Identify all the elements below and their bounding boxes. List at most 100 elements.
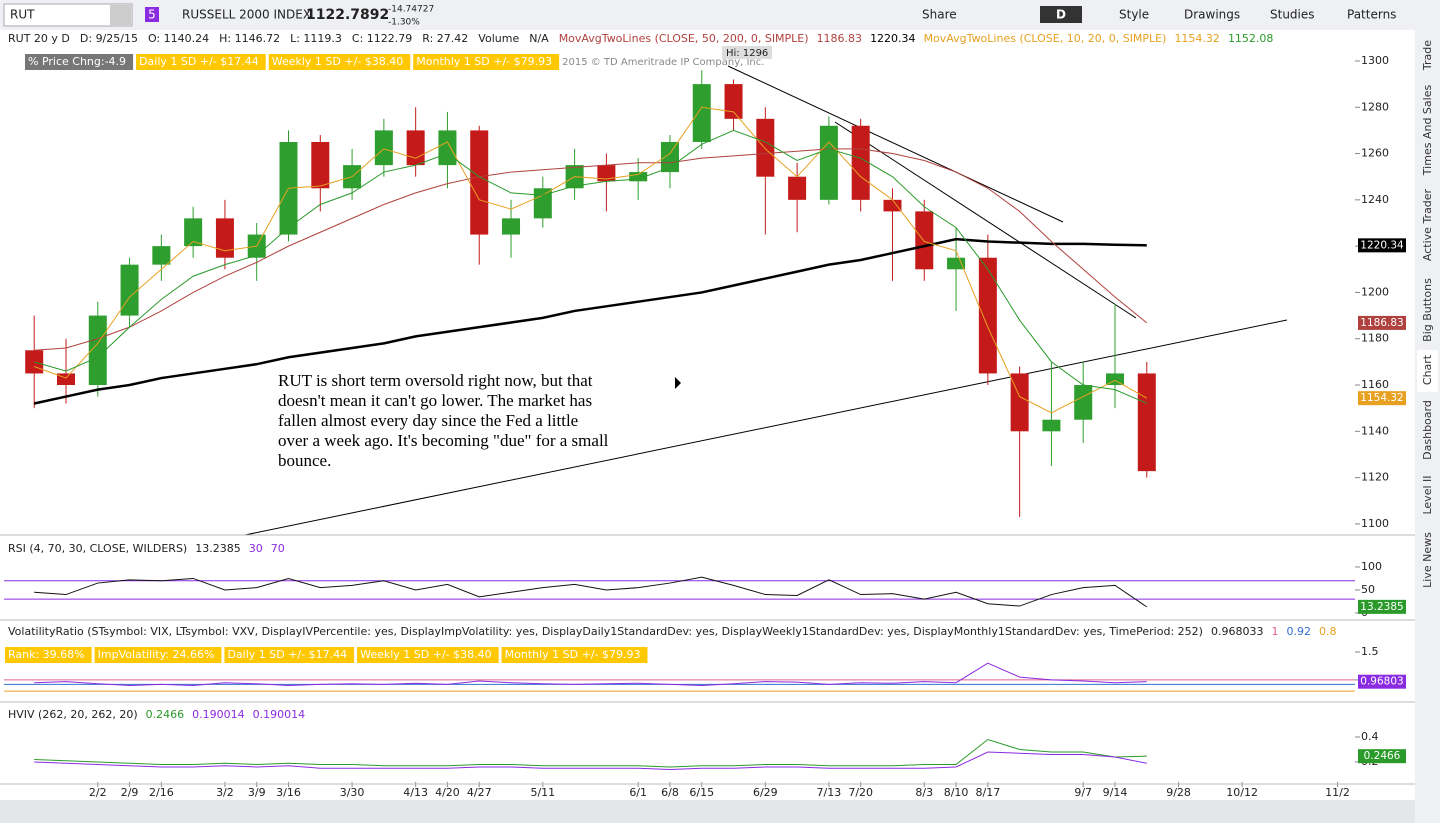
series-line <box>34 129 1147 404</box>
symbol-box[interactable] <box>3 3 133 27</box>
period-box[interactable] <box>1040 6 1082 23</box>
series-line <box>33 237 1147 405</box>
y-tick-label: 50 <box>1361 583 1375 596</box>
value-tag-label: 1154.32 <box>1360 392 1403 404</box>
side-tab[interactable]: Live News <box>1421 532 1434 588</box>
info-bubble <box>136 54 266 70</box>
badge-text: 5 <box>148 8 156 22</box>
value-tag <box>1358 674 1406 689</box>
side-tab[interactable]: Active Trader <box>1421 188 1434 261</box>
candle-body <box>883 199 902 212</box>
study-label: HVIV (262, 20, 262, 20) <box>8 708 138 721</box>
value-tag <box>1358 238 1406 253</box>
side-tab[interactable]: Dashboard <box>1421 400 1434 460</box>
badge <box>145 7 159 22</box>
value-tag-label: 1220.34 <box>1360 239 1404 251</box>
info-bubble-text: % Price Chng:-4.9 <box>28 55 126 68</box>
value-tag-label: 0.96803 <box>1360 676 1403 688</box>
annotation-line: doesn't mean it can't go lower. The mark… <box>278 391 592 410</box>
annotation-line: bounce. <box>278 451 331 470</box>
series-line <box>34 576 1148 608</box>
x-tick-label: 6/15 <box>689 786 714 799</box>
scrollbar[interactable] <box>0 800 1415 823</box>
info-bubble-text: Weekly 1 SD +/- $38.40 <box>272 55 404 68</box>
side-tab[interactable]: Times And Sales <box>1421 85 1434 177</box>
candle-body <box>470 130 489 235</box>
x-tick-label: 11/2 <box>1325 786 1350 799</box>
x-tick-label: 3/16 <box>276 786 301 799</box>
copyright: 2015 © TD Ameritrade IP Company, Inc. <box>562 57 764 68</box>
info-bubble-text: ImpVolatility: 24.66% <box>98 648 215 661</box>
annotation-line: over a week ago. It's becoming "due" for… <box>278 431 609 450</box>
candle-body <box>56 373 75 386</box>
side-tab[interactable]: Chart <box>1421 354 1434 385</box>
study-value: 0.190014 <box>253 708 306 721</box>
side-tab[interactable]: Level II <box>1421 475 1434 514</box>
value-tag <box>1358 391 1406 406</box>
info-bubble-text: Weekly 1 SD +/- $38.40 <box>360 648 492 661</box>
info-bubble <box>5 647 92 663</box>
side-tab[interactable]: Trade <box>1421 40 1434 71</box>
y-tick-label: 0.4 <box>1361 730 1379 743</box>
toolbar-bg <box>0 0 1440 30</box>
candle-body <box>1074 385 1093 420</box>
side-bar <box>1415 30 1440 823</box>
last-price: 1122.7892 <box>306 7 389 23</box>
active-tab[interactable] <box>1417 350 1438 392</box>
study-label: MovAvgTwoLines (CLOSE, 50, 200, 0, SIMPL… <box>559 32 809 45</box>
info-bubble <box>94 647 222 663</box>
y-tick-label: 1180 <box>1361 332 1389 345</box>
info-bubble-text: Monthly 1 SD +/- $79.93 <box>416 55 552 68</box>
drawings-button[interactable]: Drawings <box>1184 8 1240 22</box>
symbol-dropdown[interactable] <box>110 5 131 25</box>
x-tick-label: 7/13 <box>817 786 842 799</box>
study-value: 0.2466 <box>146 708 185 721</box>
series-line <box>34 148 1148 351</box>
candle-body <box>438 130 457 166</box>
y-tick-label: 1100 <box>1361 517 1389 530</box>
x-tick-label: 9/28 <box>1166 786 1191 799</box>
candle-body <box>406 130 425 166</box>
x-tick-label: 10/12 <box>1226 786 1258 799</box>
info-bubble <box>357 647 499 663</box>
candle-body <box>1042 419 1061 432</box>
change-pct: -1.30% <box>388 18 420 28</box>
ohlc-field: Volume <box>478 32 519 45</box>
instrument-name: RUSSELL 2000 INDEX <box>182 8 311 22</box>
x-tick-label: 4/20 <box>435 786 460 799</box>
ohlc-field: H: 1146.72 <box>219 32 280 45</box>
info-bubble <box>25 54 134 70</box>
period[interactable]: D <box>1056 8 1066 22</box>
candle-body <box>724 84 743 119</box>
share-button[interactable]: Share <box>922 8 957 22</box>
y-tick-label: 1200 <box>1361 285 1389 298</box>
hi-label: Hi: 1296 <box>726 48 768 59</box>
x-tick-label: 6/1 <box>629 786 647 799</box>
studies-button[interactable]: Studies <box>1270 8 1315 22</box>
ohlc-field: L: 1119.3 <box>290 32 342 45</box>
candle-body <box>978 257 997 374</box>
y-tick-label: 1.5 <box>1361 645 1379 658</box>
info-bubble-text: Rank: 39.68% <box>8 648 85 661</box>
patterns-button[interactable]: Patterns <box>1347 8 1396 22</box>
x-tick-label: 3/9 <box>248 786 266 799</box>
candle-body <box>1137 373 1156 472</box>
candle-body <box>947 257 966 270</box>
trendlines <box>244 65 1288 536</box>
candle-body <box>756 118 775 177</box>
info-bubble <box>268 54 411 70</box>
series-line <box>34 738 1147 768</box>
study-label: RSI (4, 70, 30, CLOSE, WILDERS) <box>8 542 187 555</box>
y-tick-label: 100 <box>1361 560 1382 573</box>
x-tick-label: 2/9 <box>121 786 139 799</box>
candle-body <box>184 218 203 247</box>
info-bubble-text: Daily 1 SD +/- $17.44 <box>227 648 347 661</box>
symbol[interactable]: RUT <box>10 8 35 22</box>
style-button[interactable]: Style <box>1119 8 1149 22</box>
side-tab[interactable]: Big Buttons <box>1421 278 1434 342</box>
annotation-line: RUT is short term oversold right now, bu… <box>278 371 593 390</box>
x-tick-label: 3/2 <box>216 786 234 799</box>
study-value: 1152.08 <box>1228 32 1274 45</box>
info-bubble <box>501 647 648 663</box>
